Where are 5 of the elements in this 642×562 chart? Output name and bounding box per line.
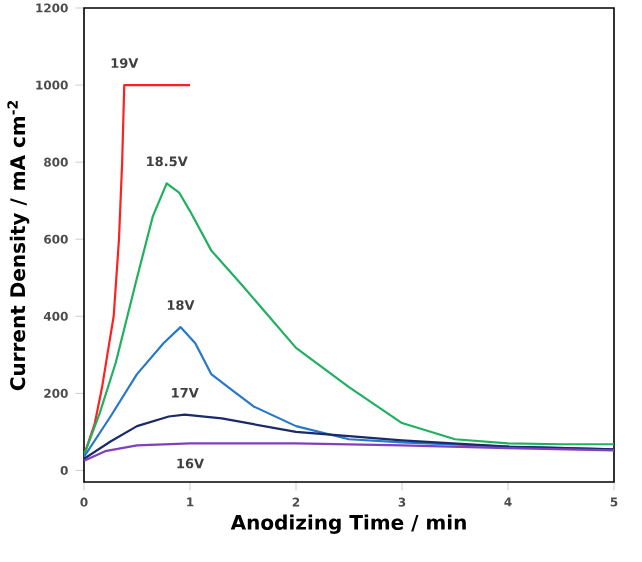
line-series <box>84 182 615 457</box>
line-series <box>84 442 615 462</box>
y-axis-title: Current Density / mA cm$^{-2}$ <box>7 100 30 391</box>
line-series <box>84 413 615 460</box>
x-axis-title: Anodizing Time / min <box>230 514 466 534</box>
